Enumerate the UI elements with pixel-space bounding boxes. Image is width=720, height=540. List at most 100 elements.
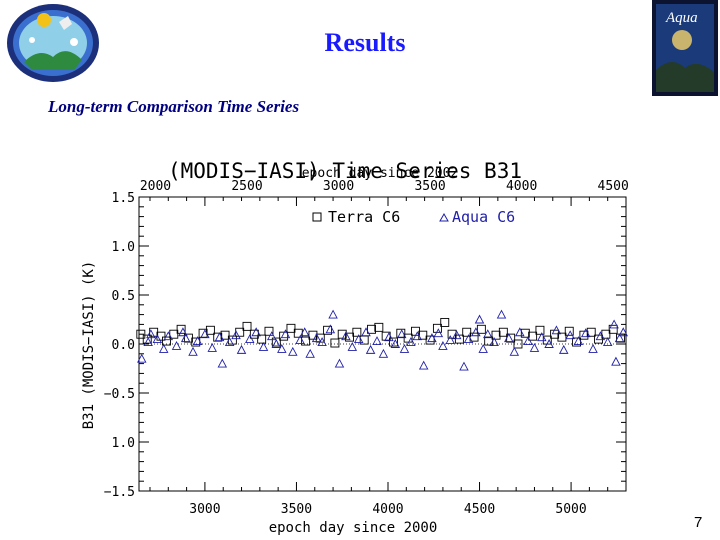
terra-point [205, 325, 215, 335]
aqua-point [459, 361, 469, 371]
aqua-point [551, 325, 562, 335]
aqua-point [299, 327, 310, 337]
y-tick-label: 1.5 [112, 191, 135, 206]
aqua-point [509, 346, 520, 356]
aqua-point [305, 348, 315, 358]
terra-point [432, 323, 442, 333]
aqua-point [251, 327, 261, 337]
x-tick-label: 4500 [464, 502, 495, 517]
aqua-point [236, 344, 247, 354]
terra-point [557, 332, 567, 342]
aqua-point [353, 334, 364, 344]
top-tick-labels: 2000 2500 3000 3500 4000 4500 [140, 179, 629, 194]
aqua-point [214, 332, 225, 342]
terra-point [249, 329, 259, 339]
terra-point [520, 328, 530, 338]
terra-point [198, 328, 208, 338]
aqua-point [602, 337, 613, 346]
aqua-point [341, 331, 351, 341]
aqua-point [143, 337, 153, 346]
aqua-point [496, 309, 507, 319]
aqua-point [361, 327, 371, 337]
y-tick-label: −0.5 [104, 387, 135, 402]
terra-point [271, 337, 281, 347]
aqua-point [347, 341, 358, 351]
aqua-point [399, 343, 410, 353]
aqua-logo: Aqua [652, 0, 718, 96]
terra-point [374, 322, 384, 332]
x-tick-labels: 3000 3500 4000 4500 5000 [189, 502, 586, 517]
y-tick-labels: 1.5 1.0 0.5 0.0 −0.5 1.0 −1.5 [104, 191, 135, 500]
aqua-point [277, 343, 287, 353]
aqua-logo-text: Aqua [665, 10, 698, 26]
top-tick-label: 3000 [323, 179, 354, 194]
aqua-point [595, 331, 606, 341]
aqua-point [537, 332, 547, 342]
aqua-point [180, 333, 191, 343]
y-tick-label: −1.5 [104, 485, 135, 500]
aqua-point [573, 336, 584, 346]
terra-point [286, 323, 296, 333]
x-tick-label: 5000 [555, 502, 586, 517]
aqua-point [559, 344, 569, 354]
top-tick-label: 3500 [414, 179, 445, 194]
aqua-point [295, 335, 305, 345]
aqua-point [271, 339, 282, 348]
x-axis-label: epoch day since 2000 [269, 520, 438, 536]
aqua-point [136, 353, 147, 363]
aqua-point [504, 333, 514, 343]
terra-point [242, 321, 252, 331]
x-tick-label: 4000 [372, 502, 403, 517]
terra-point [608, 324, 618, 334]
aqua-point [433, 328, 444, 338]
terra-point [367, 324, 376, 334]
aqua-point [217, 358, 228, 368]
terra-point [476, 324, 486, 334]
top-axis-label: epoch day since 2002 [302, 166, 459, 181]
terra-point [462, 327, 472, 337]
terra-point [136, 329, 146, 339]
y-tick-label: 0.5 [112, 289, 135, 304]
aqua-point [188, 346, 198, 356]
aqua-point [565, 330, 575, 340]
aqua-point [258, 341, 269, 351]
aqua-point [266, 331, 277, 341]
top-tick-label: 2000 [140, 179, 171, 194]
aqua-point [471, 327, 481, 337]
aqua-point [378, 348, 389, 358]
terra-point [498, 327, 508, 337]
aqua-point [171, 341, 182, 350]
aqua-point [478, 343, 488, 353]
x-tick-label: 3000 [189, 502, 220, 517]
terra-point [425, 335, 435, 345]
aqua-point [580, 328, 591, 338]
terra-point [142, 334, 152, 344]
legend-terra-marker [312, 212, 322, 222]
aqua-point [406, 337, 416, 346]
terra-point [389, 337, 398, 347]
data-points [136, 309, 629, 371]
x-tick-label: 3500 [281, 502, 312, 517]
aqua-point [609, 319, 619, 329]
aqua-point [224, 337, 235, 346]
y-tick-label: 0.0 [112, 338, 135, 353]
aqua-point [483, 329, 493, 339]
aqua-point [614, 333, 625, 343]
aqua-point [158, 343, 169, 353]
terra-point [257, 334, 267, 344]
page-number: 7 [694, 514, 703, 531]
aqua-point [334, 358, 345, 368]
legend-terra-label: Terra C6 [328, 208, 400, 226]
aqua-point [438, 341, 448, 350]
aqua-point [311, 333, 322, 343]
terra-point [301, 336, 311, 346]
aqua-point [588, 343, 598, 353]
aqua-point [529, 342, 540, 352]
aqua-point [515, 327, 525, 337]
aqua-point [474, 314, 485, 324]
y-tick-label: 1.0 [112, 240, 135, 255]
terra-point [323, 325, 333, 335]
terra-point [491, 330, 501, 340]
aqua-point [451, 330, 462, 340]
